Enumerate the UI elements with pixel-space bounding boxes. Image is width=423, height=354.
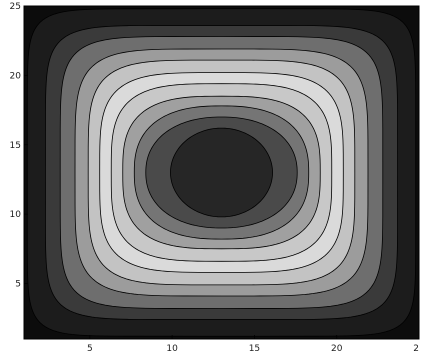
- plot-frame: [23, 5, 420, 340]
- y-tick-label: 5: [15, 280, 21, 290]
- x-tick-label: 2: [413, 344, 419, 354]
- contour-bands: [26, 8, 417, 337]
- y-tick-label: 15: [10, 141, 21, 151]
- y-tick-label: 10: [10, 210, 22, 220]
- y-tick-label: 25: [10, 2, 21, 12]
- x-tick-label: 20: [331, 344, 343, 354]
- x-tick-label: 5: [87, 344, 93, 354]
- y-tick-label: 20: [10, 71, 22, 81]
- x-tick-label: 15: [249, 344, 260, 354]
- x-tick-label: 10: [166, 344, 178, 354]
- contour-level-11: [170, 127, 273, 218]
